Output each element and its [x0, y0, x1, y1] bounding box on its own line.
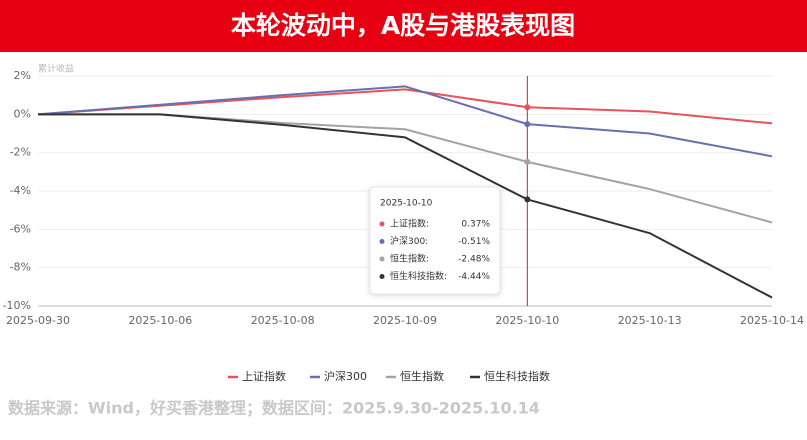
- legend-label: 恒生科技指数: [484, 369, 550, 383]
- tooltip-dot: [379, 239, 385, 244]
- x-tick-label: 2025-10-13: [618, 314, 682, 327]
- hover-point: [524, 121, 531, 128]
- tooltip-value: 0.37%: [461, 220, 490, 230]
- tooltip-box: [369, 186, 501, 295]
- tooltip-title: 2025-10-10: [380, 199, 433, 209]
- tooltip-dot: [379, 221, 385, 227]
- y-tick-label: -10%: [3, 299, 31, 312]
- tooltip-dot: [379, 256, 385, 262]
- y-tick-label: 2%: [14, 69, 31, 82]
- y-tick-label: 0%: [14, 107, 31, 120]
- tooltip-value: -0.51%: [458, 237, 490, 247]
- legend-label: 上证指数: [242, 369, 286, 383]
- x-tick-label: 2025-10-06: [128, 314, 192, 327]
- tooltip-dot: [379, 274, 385, 279]
- y-tick-label: -6%: [10, 222, 31, 235]
- x-tick-label: 2025-09-30: [6, 314, 70, 327]
- y-axis-label: 累计收益: [38, 63, 74, 75]
- series-line: [37, 85, 773, 158]
- series-line: [38, 113, 773, 299]
- hover-point: [524, 196, 531, 203]
- hover-point: [524, 104, 531, 111]
- y-tick-label: -2%: [10, 146, 31, 159]
- y-tick-label: -4%: [10, 184, 31, 197]
- tooltip-label: 沪深300:: [390, 235, 428, 247]
- tooltip-label: 上证指数:: [390, 218, 429, 230]
- x-tick-label: 2025-10-14: [740, 314, 804, 327]
- legend-label: 沪深300: [324, 369, 367, 383]
- tooltip-value: -4.44%: [458, 272, 490, 282]
- x-tick-label: 2025-10-08: [251, 314, 315, 327]
- hover-point: [524, 158, 531, 165]
- page-title: 本轮波动中，A股与港股表现图: [231, 11, 575, 40]
- legend-label: 恒生指数: [400, 369, 444, 383]
- tooltip-label: 恒生科技指数:: [390, 270, 447, 282]
- header-bar: [0, 0, 807, 52]
- tooltip-value: -2.48%: [458, 255, 490, 265]
- x-tick-label: 2025-10-09: [373, 314, 437, 327]
- x-tick-label: 2025-10-10: [495, 314, 559, 327]
- source-note: 数据来源：Wind，好买香港整理；数据区间：2025.9.30-2025.10.…: [8, 399, 540, 418]
- y-tick-label: -8%: [10, 261, 31, 274]
- tooltip-label: 恒生指数:: [390, 253, 429, 265]
